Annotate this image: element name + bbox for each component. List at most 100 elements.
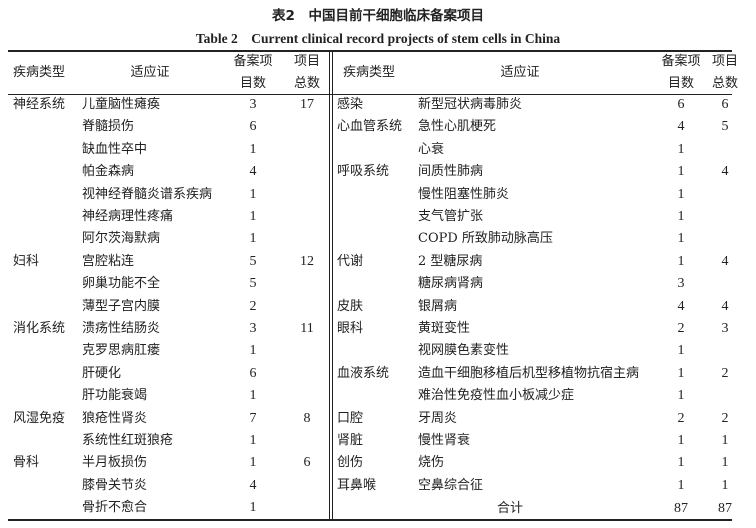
category-cell: 感染 xyxy=(337,97,364,112)
count-cell: 1 xyxy=(677,209,685,224)
header-indication: 适应证 xyxy=(500,65,540,80)
total-cell: 1 xyxy=(721,433,729,448)
count-cell: 1 xyxy=(249,500,257,516)
count-cell: 4 xyxy=(677,119,685,135)
indication-cell: COPD 所致肺动脉高压 xyxy=(418,231,553,247)
indication-cell: 缺血性卒中 xyxy=(82,141,148,157)
indication-cell: 肝功能衰竭 xyxy=(82,388,148,404)
indication-cell: 烧伤 xyxy=(418,455,445,471)
count-cell: 1 xyxy=(677,141,685,157)
header-total-1: 项目 xyxy=(293,54,320,69)
indication-cell: 帕金森病 xyxy=(82,164,135,180)
top-rule xyxy=(8,50,732,52)
count-cell: 1 xyxy=(249,455,257,471)
total-cell xyxy=(705,273,745,295)
total-cell: 6 xyxy=(303,455,311,471)
count-cell: 6 xyxy=(249,365,257,381)
total-cell xyxy=(287,385,327,407)
count-cell: 1 xyxy=(677,365,685,381)
indication-cell: 心衰 xyxy=(418,141,445,157)
total-cell: 3 xyxy=(721,321,729,336)
indication-cell: 膝骨关节炎 xyxy=(82,477,148,493)
header-count-1: 备案项 xyxy=(661,54,701,69)
total-cell xyxy=(287,139,327,161)
count-cell: 1 xyxy=(249,231,257,247)
category-cell: 血液系统 xyxy=(337,365,390,381)
indication-cell: 溃疡性结肠炎 xyxy=(82,321,161,336)
category-cell: 消化系统 xyxy=(13,321,66,336)
count-cell: 6 xyxy=(249,119,257,135)
total-cell: 17 xyxy=(300,97,314,112)
count-cell: 4 xyxy=(249,477,257,493)
indication-cell: 黄斑变性 xyxy=(418,321,471,336)
total-cell: 1 xyxy=(721,455,729,471)
count-cell: 2 xyxy=(677,321,685,336)
indication-cell: 肝硬化 xyxy=(82,365,122,381)
total-cell xyxy=(705,184,745,206)
count-cell: 1 xyxy=(677,477,685,493)
category-cell: 神经系统 xyxy=(13,97,66,112)
indication-cell: 难治性免疫性血小板减少症 xyxy=(418,388,575,404)
indication-cell: 急性心肌梗死 xyxy=(418,119,497,135)
indication-cell: 支气管扩张 xyxy=(418,209,484,224)
count-cell: 1 xyxy=(677,343,685,359)
count-cell: 5 xyxy=(249,276,257,292)
indication-cell: 神经病理性疼痛 xyxy=(82,209,174,224)
summary-total: 87 xyxy=(718,501,732,516)
header-total-2: 总数 xyxy=(293,76,320,91)
header-rule xyxy=(8,94,732,95)
total-cell xyxy=(705,228,745,250)
total-cell: 2 xyxy=(721,365,729,381)
indication-cell: 宫腔粘连 xyxy=(82,253,135,269)
total-cell xyxy=(705,340,745,362)
total-cell xyxy=(287,116,327,138)
total-cell: 5 xyxy=(721,119,729,135)
total-cell: 11 xyxy=(300,321,314,336)
indication-cell: 半月板损伤 xyxy=(82,455,148,471)
count-cell: 7 xyxy=(249,410,257,426)
count-cell: 1 xyxy=(249,343,257,359)
count-cell: 1 xyxy=(677,388,685,404)
category-cell: 呼吸系统 xyxy=(337,164,390,180)
count-cell: 5 xyxy=(249,253,257,269)
category-cell: 骨科 xyxy=(13,455,40,471)
total-cell xyxy=(287,296,327,318)
indication-cell: 造血干细胞移植后机型移植物抗宿主病 xyxy=(418,365,640,381)
total-cell xyxy=(287,430,327,452)
indication-cell: 视网膜色素变性 xyxy=(418,343,510,359)
column-divider xyxy=(329,50,330,519)
count-cell: 1 xyxy=(677,455,685,471)
count-cell: 1 xyxy=(677,231,685,247)
indication-cell: 阿尔茨海默病 xyxy=(82,231,161,247)
total-cell xyxy=(287,497,327,519)
indication-cell: 卵巢功能不全 xyxy=(82,276,161,292)
total-cell xyxy=(287,475,327,497)
total-cell xyxy=(287,228,327,250)
header-category: 疾病类型 xyxy=(13,65,66,80)
indication-cell: 空鼻综合征 xyxy=(418,477,484,493)
total-cell xyxy=(287,184,327,206)
total-cell xyxy=(287,206,327,228)
count-cell: 3 xyxy=(249,97,257,112)
indication-cell: 2 型糖尿病 xyxy=(418,253,483,269)
count-cell: 3 xyxy=(677,276,685,292)
header-indication: 适应证 xyxy=(130,65,170,80)
count-cell: 6 xyxy=(677,97,685,112)
total-cell: 8 xyxy=(303,410,311,426)
count-cell: 4 xyxy=(249,164,257,180)
indication-cell: 骨折不愈合 xyxy=(82,500,148,516)
count-cell: 1 xyxy=(249,186,257,202)
total-cell: 12 xyxy=(300,253,314,269)
category-cell: 心血管系统 xyxy=(337,119,403,135)
indication-cell: 克罗思病肛瘘 xyxy=(82,343,161,359)
indication-cell: 薄型子宫内膜 xyxy=(82,298,161,314)
total-cell xyxy=(287,273,327,295)
header-count-2: 目数 xyxy=(239,76,266,91)
bottom-rule xyxy=(8,519,732,521)
indication-cell: 视神经脊髓炎谱系疾病 xyxy=(82,186,213,202)
indication-cell: 系统性红斑狼疮 xyxy=(82,433,174,448)
total-cell: 2 xyxy=(721,410,729,426)
indication-cell: 慢性阻塞性肺炎 xyxy=(418,186,510,202)
total-cell: 6 xyxy=(721,97,729,112)
count-cell: 1 xyxy=(677,253,685,269)
